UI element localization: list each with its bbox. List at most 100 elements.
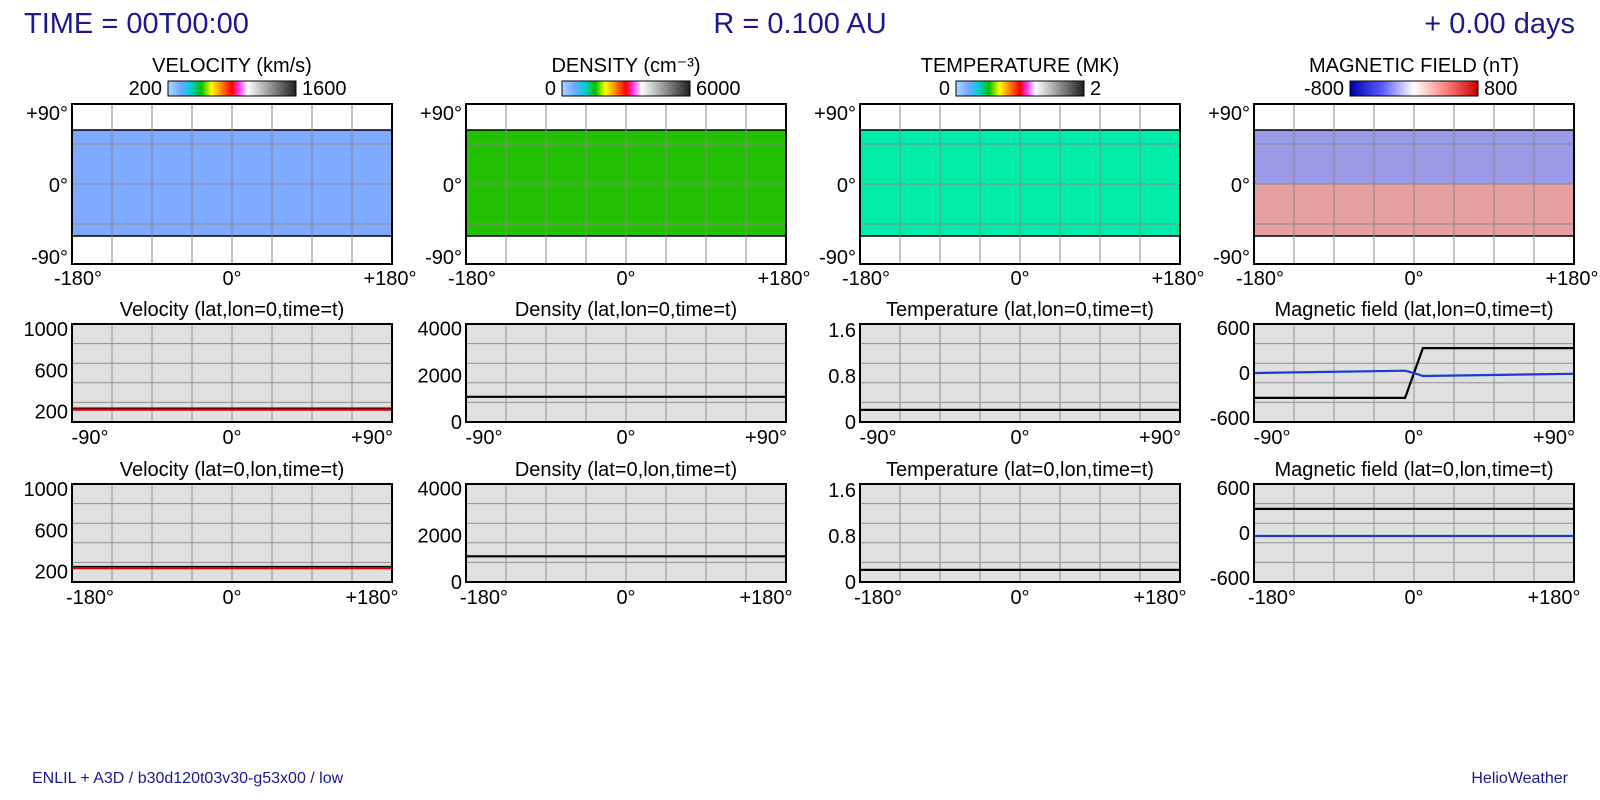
map-y-tick: +90°	[1208, 103, 1250, 125]
panel-y-tick: 600	[1217, 478, 1250, 500]
panel-x-tick: 0°	[222, 427, 241, 449]
map-x-tick: +180°	[363, 268, 416, 290]
panel-y-tick: 1000	[24, 479, 69, 501]
map-title: TEMPERATURE (MK)	[921, 55, 1120, 77]
panel-y-tick: 0.8	[828, 366, 856, 388]
map-panel-1: VELOCITY (km/s)200 1600 +90° 0° -90°-180° 0° +…	[26, 55, 416, 290]
line-panel-3: Temperature (lat,lon=0,time=t) 1.6 0.8 0-90…	[828, 299, 1181, 449]
panel-x-tick: 0°	[1404, 587, 1423, 609]
panel-y-tick: 1000	[24, 319, 69, 341]
panel-y-tick: 0.8	[828, 526, 856, 548]
panel-y-tick: 200	[35, 402, 68, 424]
map-x-tick: -180°	[842, 268, 890, 290]
panel-x-tick: 0°	[616, 427, 635, 449]
map-y-tick: -90°	[31, 247, 68, 269]
panel-y-tick: 0	[451, 412, 462, 434]
colorbar-min-label: 200	[129, 78, 162, 100]
elapsed-days-label: + 0.00 days	[1424, 8, 1575, 40]
panel-y-tick: 0	[451, 572, 462, 594]
panel-y-tick: 600	[1217, 318, 1250, 340]
map-title: MAGNETIC FIELD (nT)	[1309, 55, 1519, 77]
colorbar-max-label: 800	[1484, 78, 1517, 100]
panel-x-tick: 0°	[1404, 427, 1423, 449]
panel-x-tick: +180°	[345, 587, 398, 609]
line-panel-8: Magnetic field (lat=0,lon,time=t) 600 0 -60…	[1210, 459, 1581, 609]
panel-x-tick: +90°	[745, 427, 787, 449]
panel-y-tick: 4000	[418, 479, 463, 501]
panel-y-tick: -600	[1210, 408, 1250, 430]
panel-title: Temperature (lat,lon=0,time=t)	[886, 299, 1154, 321]
panel-frame	[465, 483, 787, 583]
panel-x-tick: -180°	[854, 587, 902, 609]
colorbar-max-label: 1600	[302, 78, 347, 100]
colorbar-max-label: 6000	[696, 78, 741, 100]
map-x-tick: -180°	[54, 268, 102, 290]
panel-x-tick: +180°	[1133, 587, 1186, 609]
panel-title: Magnetic field (lat=0,lon,time=t)	[1274, 459, 1553, 481]
panel-y-tick: 4000	[418, 319, 463, 341]
line-panel-2: Density (lat,lon=0,time=t) 4000 2000 0-90° 0…	[418, 299, 787, 449]
map-frame	[859, 103, 1181, 265]
map-y-tick: -90°	[425, 247, 462, 269]
panel-x-tick: 0°	[222, 587, 241, 609]
panel-x-tick: -180°	[460, 587, 508, 609]
panel-x-tick: -90°	[1254, 427, 1291, 449]
map-frame	[1253, 103, 1575, 265]
panel-x-tick: +180°	[1527, 587, 1580, 609]
panel-title: Velocity (lat,lon=0,time=t)	[120, 299, 345, 321]
map-x-tick: 0°	[222, 268, 241, 290]
panel-x-tick: +90°	[1533, 427, 1575, 449]
colorbar	[561, 80, 691, 97]
panel-y-tick: 0	[1239, 363, 1250, 385]
panel-y-tick: 600	[35, 520, 68, 542]
panel-frame	[71, 483, 393, 583]
colorbar-min-label: 0	[545, 78, 556, 100]
map-panel-4: MAGNETIC FIELD (nT)-800 800 +90° 0° -90°-180…	[1208, 55, 1598, 290]
map-y-tick: 0°	[837, 175, 856, 197]
panel-x-tick: +90°	[1139, 427, 1181, 449]
panel-title: Density (lat=0,lon,time=t)	[515, 459, 737, 481]
map-panel-2: DENSITY (cm⁻³)0 6000 +90° 0° -90°-180° 0° +180…	[420, 55, 810, 290]
map-x-tick: 0°	[1404, 268, 1423, 290]
panel-frame	[1253, 483, 1575, 583]
panel-y-tick: 2000	[418, 525, 463, 547]
brand-footer: HelioWeather	[1471, 770, 1568, 787]
panel-title: Velocity (lat=0,lon,time=t)	[120, 459, 345, 481]
panel-frame	[859, 323, 1181, 423]
panel-x-tick: -180°	[1248, 587, 1296, 609]
map-x-tick: -180°	[448, 268, 496, 290]
map-y-tick: +90°	[26, 103, 68, 125]
colorbar	[1349, 80, 1479, 97]
model-footer: ENLIL + A3D / b30d120t03v30-g53x00 / low	[32, 770, 344, 787]
map-x-tick: -180°	[1236, 268, 1284, 290]
panel-frame	[465, 323, 787, 423]
map-y-tick: +90°	[420, 103, 462, 125]
panel-x-tick: -90°	[466, 427, 503, 449]
panel-title: Magnetic field (lat,lon=0,time=t)	[1274, 299, 1553, 321]
panel-x-tick: 0°	[1010, 587, 1029, 609]
map-frame	[71, 103, 393, 265]
radius-label: R = 0.100 AU	[713, 8, 887, 40]
panel-title: Temperature (lat=0,lon,time=t)	[886, 459, 1154, 481]
panel-y-tick: 2000	[418, 365, 463, 387]
map-x-tick: 0°	[616, 268, 635, 290]
map-x-tick: +180°	[1151, 268, 1204, 290]
panel-y-tick: 1.6	[828, 480, 856, 502]
map-x-tick: +180°	[757, 268, 810, 290]
colorbar	[167, 80, 297, 97]
map-x-tick: +180°	[1545, 268, 1598, 290]
map-y-tick: +90°	[814, 103, 856, 125]
colorbar-min-label: -800	[1304, 78, 1344, 100]
map-y-tick: -90°	[1213, 247, 1250, 269]
panel-x-tick: -90°	[860, 427, 897, 449]
map-frame	[465, 103, 787, 265]
panel-frame	[1253, 323, 1575, 423]
panel-x-tick: -180°	[66, 587, 114, 609]
map-y-tick: -90°	[819, 247, 856, 269]
panel-y-tick: 1.6	[828, 320, 856, 342]
colorbar-max-label: 2	[1090, 78, 1101, 100]
map-panel-3: TEMPERATURE (MK)0 2 +90° 0° -90°-180° 0° +180°	[814, 55, 1204, 290]
panel-x-tick: -90°	[72, 427, 109, 449]
panel-y-tick: 0	[845, 572, 856, 594]
